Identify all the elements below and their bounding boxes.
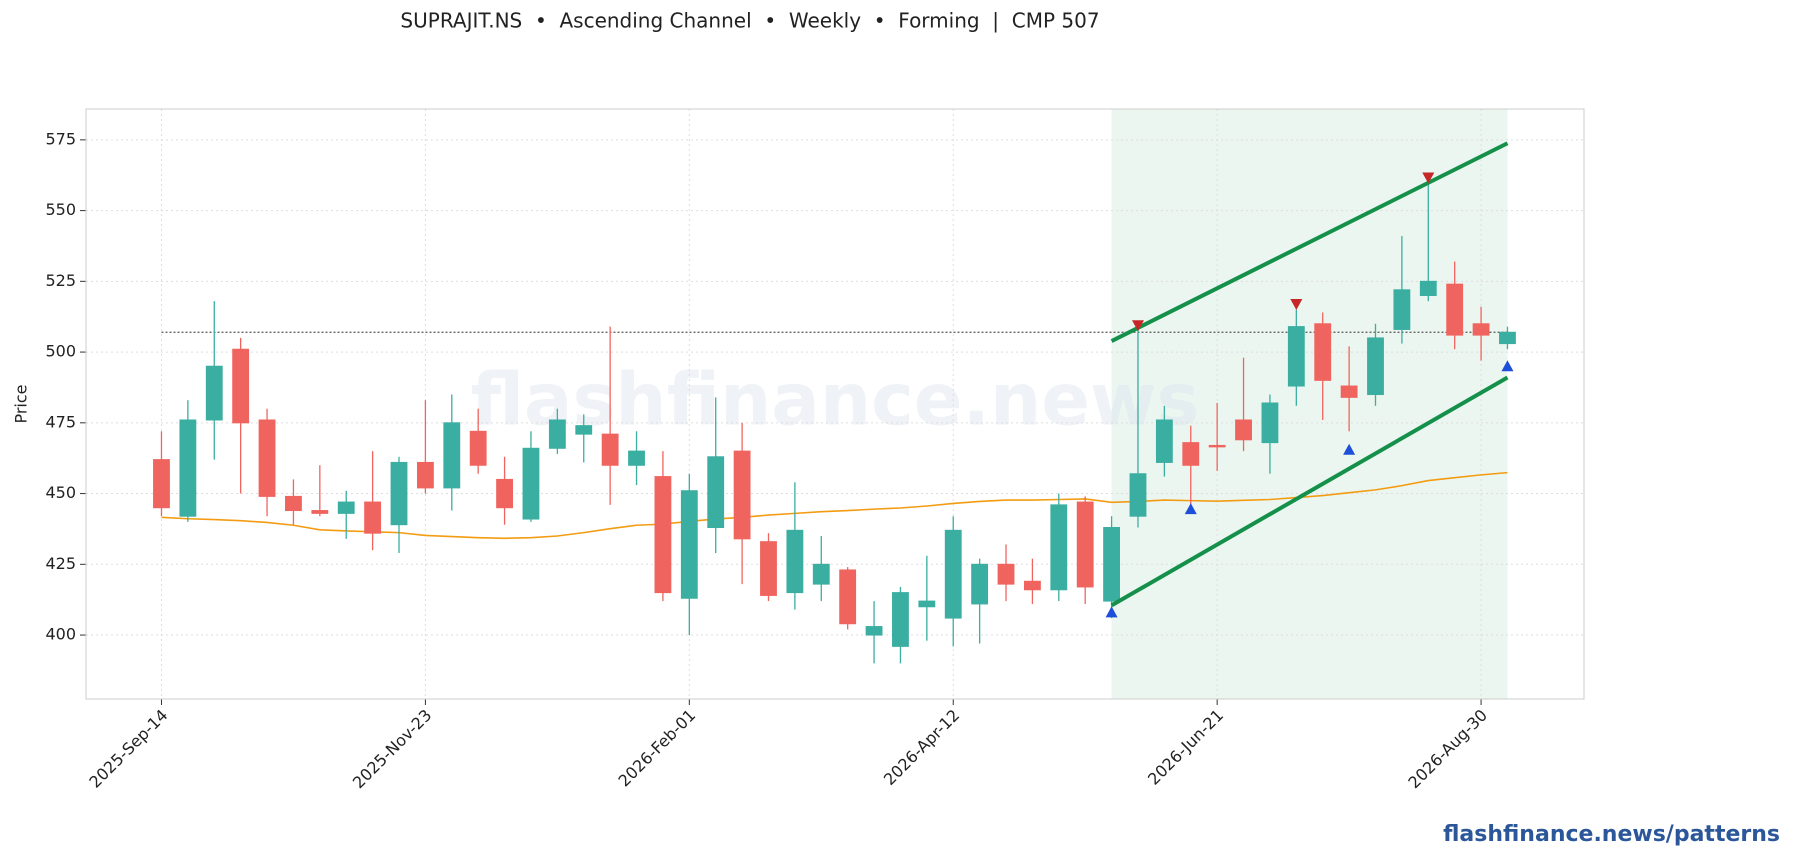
- x-tick-label: 2025-Sep-14: [85, 706, 171, 792]
- x-tick-label: 2025-Nov-23: [349, 706, 436, 793]
- x-tick-label: 2026-Aug-30: [1404, 706, 1491, 793]
- candle-body: [179, 419, 197, 517]
- y-tick-label: 500: [45, 342, 76, 361]
- pivot-high: [1131, 320, 1144, 332]
- candle-body: [601, 433, 619, 466]
- pivot-low: [1501, 360, 1514, 372]
- candle-body: [311, 510, 329, 514]
- candle-body: [1367, 337, 1384, 396]
- candle-body: [1499, 331, 1516, 345]
- candle-body: [1393, 289, 1411, 330]
- candle-body: [839, 569, 857, 625]
- candle-body: [1050, 504, 1068, 591]
- candle-body: [865, 626, 883, 636]
- y-tick-label: 525: [45, 271, 76, 290]
- candle-body: [707, 456, 725, 529]
- candle-body: [153, 459, 170, 509]
- candle-body: [390, 461, 408, 526]
- candle-body: [1023, 580, 1041, 591]
- candle-body: [1235, 419, 1252, 441]
- channel-upper: [1110, 141, 1509, 343]
- candle-body: [786, 529, 804, 594]
- candle-body: [1314, 323, 1332, 381]
- candle-body: [733, 450, 751, 540]
- candle-body: [1419, 280, 1437, 296]
- candle-body: [654, 476, 672, 594]
- y-tick-label: 575: [45, 129, 76, 148]
- channel-lower: [1110, 375, 1509, 608]
- x-tick-label: 2026-Apr-12: [880, 706, 963, 789]
- candle-body: [1208, 444, 1226, 448]
- pivot-high: [1290, 298, 1303, 310]
- candle-body: [575, 425, 593, 435]
- candle-body: [258, 419, 276, 497]
- candle-body: [232, 348, 250, 424]
- candle-body: [680, 490, 698, 599]
- candle-body: [628, 450, 645, 466]
- candle-body: [944, 529, 962, 619]
- candle-body: [548, 419, 566, 449]
- candle-body: [1446, 283, 1464, 336]
- candle-body: [1261, 402, 1279, 444]
- candle-body: [496, 478, 513, 509]
- pivot-high: [1422, 172, 1435, 184]
- candle-body: [285, 495, 302, 512]
- pivot-low: [1184, 503, 1197, 515]
- y-tick-label: 475: [45, 412, 76, 431]
- candle-body: [1472, 323, 1490, 336]
- candle-body: [364, 501, 382, 534]
- candle-body: [1155, 419, 1173, 463]
- candle-body: [892, 592, 909, 647]
- y-tick-label: 550: [45, 200, 76, 219]
- chart-title: SUPRAJIT.NS • Ascending Channel • Weekly…: [400, 9, 1099, 33]
- candle-body: [1287, 326, 1305, 387]
- candle-body: [1103, 527, 1121, 602]
- candle-body: [918, 600, 936, 608]
- candle-body: [1182, 442, 1200, 466]
- pivot-low: [1105, 606, 1118, 618]
- candle-body: [443, 422, 461, 489]
- y-tick-label: 425: [45, 554, 76, 573]
- candle-body: [1129, 473, 1147, 517]
- candle-body: [416, 461, 434, 489]
- footer: flashfinance.news/patterns: [1443, 822, 1780, 847]
- candle-body: [971, 563, 989, 605]
- candle-body: [337, 501, 355, 514]
- pattern-region: [1111, 109, 1508, 699]
- candle-body: [522, 447, 540, 520]
- y-tick-label: 450: [45, 483, 76, 502]
- candle-body: [205, 365, 223, 421]
- pivot-low: [1343, 443, 1356, 455]
- candle-body: [1076, 501, 1094, 588]
- y-axis-label: Price: [12, 384, 31, 423]
- y-tick-label: 400: [45, 625, 76, 644]
- candle-body: [1340, 385, 1358, 398]
- x-tick-label: 2026-Jun-21: [1144, 706, 1227, 789]
- candle-body: [812, 563, 830, 585]
- candle-body: [469, 430, 487, 466]
- candle-body: [997, 563, 1015, 585]
- moving-average: [161, 471, 1508, 540]
- candle-body: [760, 541, 777, 596]
- x-tick-label: 2026-Feb-01: [615, 706, 700, 791]
- plot-frame: [85, 108, 1585, 700]
